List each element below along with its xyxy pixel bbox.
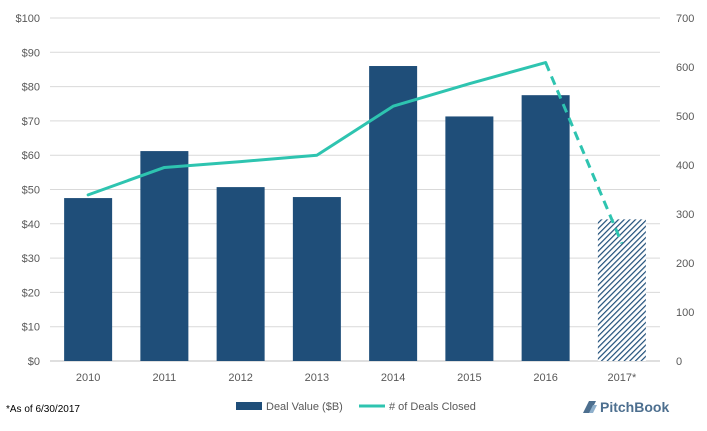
left-axis-tick: $40 (22, 219, 40, 231)
legend-line-label: # of Deals Closed (389, 401, 476, 413)
right-axis-tick: 200 (676, 258, 694, 270)
left-axis-tick: $10 (22, 322, 40, 334)
bar (369, 66, 417, 361)
x-axis-ticks: 2010 2011 2012 2013 2014 2015 2016 2017* (76, 372, 637, 384)
left-axis-tick: $30 (22, 253, 40, 265)
bar-series (64, 66, 646, 361)
bar-hatched (598, 219, 646, 361)
pitchbook-logo-text: PitchBook (600, 399, 669, 415)
bar (445, 116, 493, 361)
right-axis-tick: 400 (676, 160, 694, 172)
x-axis-tick: 2013 (305, 372, 329, 384)
left-axis-tick: $50 (22, 185, 40, 197)
x-axis-tick: 2014 (381, 372, 405, 384)
right-axis-tick: 300 (676, 209, 694, 221)
left-axis-tick: $90 (22, 47, 40, 59)
left-axis-tick: $70 (22, 116, 40, 128)
bar (522, 95, 570, 361)
right-axis-tick: 500 (676, 111, 694, 123)
right-axis-tick: 700 (676, 13, 694, 25)
bar (64, 198, 112, 361)
pitchbook-logo: PitchBook (583, 399, 669, 415)
left-axis-tick: $60 (22, 150, 40, 162)
x-axis-tick: 2016 (533, 372, 557, 384)
left-axis-ticks: $0 $10 $20 $30 $40 $50 $60 $70 $80 $90 $100 (16, 13, 40, 368)
left-axis-tick: $0 (28, 356, 40, 368)
x-axis-tick: 2015 (457, 372, 481, 384)
left-axis-tick: $20 (22, 287, 40, 299)
x-axis-tick: 2012 (228, 372, 252, 384)
bar (217, 187, 265, 361)
right-axis-tick: 100 (676, 307, 694, 319)
legend-bar-label: Deal Value ($B) (266, 401, 343, 413)
footnote: *As of 6/30/2017 (6, 404, 80, 415)
legend: Deal Value ($B) # of Deals Closed (236, 401, 476, 413)
right-axis-ticks: 0 100 200 300 400 500 600 700 (676, 13, 694, 368)
bar (293, 197, 341, 361)
right-axis-tick: 0 (676, 356, 682, 368)
x-axis-tick: 2010 (76, 372, 100, 384)
left-axis-tick: $100 (16, 13, 40, 25)
pitchbook-logo-icon (583, 401, 597, 413)
right-axis-tick: 600 (676, 62, 694, 74)
left-axis-tick: $80 (22, 82, 40, 94)
x-axis-tick: 2017* (607, 372, 636, 384)
legend-bar-swatch (236, 402, 262, 410)
bar (140, 151, 188, 361)
x-axis-tick: 2011 (153, 372, 177, 384)
